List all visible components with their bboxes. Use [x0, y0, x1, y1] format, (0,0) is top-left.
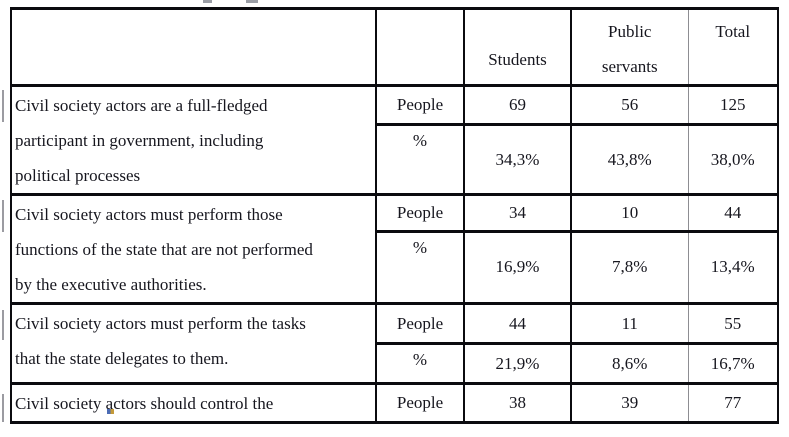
table-row: Civil society actors are a full-fledged …	[10, 83, 779, 196]
cropped-text-artifact	[203, 0, 212, 3]
percent-label: %	[375, 229, 465, 306]
column-header-public-servants: Public servants	[570, 7, 689, 87]
people-students-value: 38	[463, 382, 572, 424]
table-row: Civil society actors should control the …	[10, 382, 779, 424]
percent-label: %	[375, 123, 465, 196]
percent-total-value: 16,7%	[687, 342, 779, 385]
people-total-value: 44	[687, 193, 779, 233]
table-row: % 16,9% 7,8% 13,4%	[11, 229, 779, 306]
statement-cell: Civil society actors should control the	[10, 382, 377, 424]
percent-label: %	[375, 342, 465, 385]
people-label: People	[375, 382, 465, 424]
percent-public-servants-value: 43,8%	[570, 123, 689, 196]
header-measure-cell	[375, 7, 465, 87]
people-label: People	[375, 83, 465, 127]
percent-public-servants-value: 7,8%	[570, 229, 689, 306]
header-statement-cell	[10, 7, 377, 87]
table-row: % 21,9% 8,6% 16,7%	[11, 342, 779, 385]
percent-total-value: 38,0%	[687, 123, 779, 196]
margin-change-bar	[2, 90, 4, 122]
margin-change-bar	[2, 310, 4, 340]
table-row: Civil society actors must perform the ta…	[10, 302, 779, 385]
margin-change-bar	[2, 200, 4, 232]
people-students-value: 44	[463, 302, 572, 345]
people-students-value: 69	[463, 83, 572, 127]
column-header-total: Total	[687, 7, 779, 87]
statement-cell: Civil society actors are a full-fledged …	[10, 84, 377, 196]
survey-results-table: Students Public servants Total Civil soc…	[10, 7, 779, 424]
people-total-value: 77	[687, 382, 779, 424]
percent-public-servants-value: 8,6%	[570, 342, 689, 385]
people-total-value: 55	[687, 302, 779, 345]
percent-students-value: 34,3%	[463, 123, 572, 196]
people-public-servants-value: 39	[570, 382, 689, 424]
people-total-value: 125	[687, 83, 779, 127]
people-label: People	[375, 193, 465, 233]
statement-cell: Civil society actors must perform those …	[10, 193, 377, 305]
people-students-value: 34	[463, 193, 572, 233]
percent-total-value: 13,4%	[687, 229, 779, 306]
people-label: People	[375, 302, 465, 345]
table-row: Civil society actors must perform those …	[10, 193, 779, 305]
column-header-students: Students	[463, 7, 572, 87]
percent-students-value: 21,9%	[463, 342, 572, 385]
people-public-servants-value: 11	[570, 302, 689, 345]
percent-students-value: 16,9%	[463, 229, 572, 306]
table-row: % 34,3% 43,8% 38,0%	[11, 123, 779, 196]
header-row: Students Public servants Total	[10, 7, 779, 87]
people-public-servants-value: 56	[570, 83, 689, 127]
margin-change-bar	[2, 394, 4, 422]
cropped-text-artifact	[246, 0, 258, 3]
people-public-servants-value: 10	[570, 193, 689, 233]
statement-cell: Civil society actors must perform the ta…	[10, 302, 377, 385]
